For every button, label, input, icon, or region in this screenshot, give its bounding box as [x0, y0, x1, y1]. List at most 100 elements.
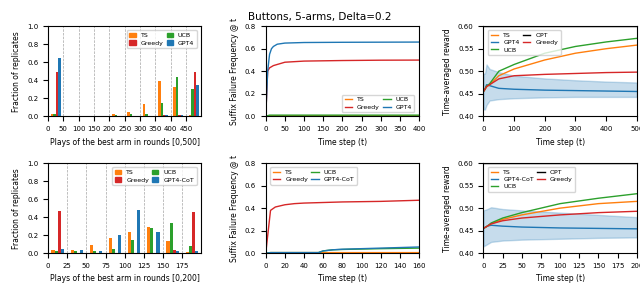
TS [262, 115, 269, 118]
Greedy [300, 59, 308, 63]
UCB [518, 211, 525, 214]
UCB [510, 63, 518, 66]
Greedy [602, 71, 610, 74]
GPT4 [602, 89, 610, 93]
Legend: TS, Greedy, UCB, GPT4: TS, Greedy, UCB, GPT4 [127, 30, 196, 48]
Bar [158, 81, 161, 116]
TS [377, 114, 385, 118]
Greedy [291, 202, 298, 205]
TS [267, 251, 275, 254]
Greedy [415, 58, 423, 62]
Greedy [479, 90, 487, 93]
GPT4CoT [483, 224, 491, 228]
GPT4 [273, 42, 281, 46]
Greedy [481, 88, 489, 91]
UCB [633, 192, 640, 196]
GPT4CoT [479, 227, 487, 230]
Bar [192, 212, 195, 253]
Bar [166, 115, 168, 116]
GPT4 [633, 90, 640, 93]
UCB [324, 249, 332, 252]
UCB [415, 246, 423, 250]
GPT4CoT [324, 249, 332, 252]
Line: UCB: UCB [483, 194, 637, 228]
TS [281, 251, 289, 254]
UCB [602, 40, 610, 44]
UCB [281, 113, 289, 117]
TS [518, 213, 525, 217]
UCB [481, 88, 489, 91]
X-axis label: Plays of the best arm in rounds [0,200]: Plays of the best arm in rounds [0,200] [50, 274, 200, 283]
UCB [572, 45, 579, 48]
UCB [267, 251, 275, 254]
Legend: TS, GPT4, UCB, OPT, Greedy: TS, GPT4, UCB, OPT, Greedy [488, 30, 561, 55]
Bar [194, 72, 196, 116]
GPT4CoT [267, 251, 275, 254]
Greedy [633, 70, 640, 74]
Greedy [264, 70, 271, 73]
GPT4 [339, 40, 346, 44]
UCB [269, 113, 277, 117]
Greedy [339, 200, 346, 204]
GPT4 [266, 53, 273, 56]
GPT4CoT [595, 227, 602, 230]
Greedy [487, 222, 495, 226]
GPT4 [277, 42, 285, 45]
Bar [90, 245, 93, 253]
Greedy [495, 77, 502, 81]
TS [269, 114, 277, 118]
UCB [277, 113, 285, 117]
GPT4CoT [262, 251, 269, 255]
Greedy [262, 115, 269, 118]
Greedy [483, 224, 491, 228]
Y-axis label: Fraction of replicates: Fraction of replicates [12, 168, 22, 249]
UCB [266, 113, 273, 117]
UCB [556, 202, 564, 205]
UCB [262, 115, 269, 118]
Bar [179, 115, 180, 116]
GPT4CoT [315, 251, 323, 254]
UCB [595, 196, 602, 200]
Bar [170, 223, 173, 253]
UCB [415, 113, 423, 117]
Greedy [269, 64, 277, 67]
GPT4 [481, 88, 489, 91]
Line: UCB: UCB [266, 248, 419, 253]
GPT4 [415, 40, 423, 44]
Line: TS: TS [483, 45, 637, 91]
TS [273, 114, 281, 118]
TS [602, 47, 610, 50]
Greedy [300, 201, 308, 205]
Bar [143, 104, 145, 116]
Greedy [518, 216, 525, 220]
GPT4 [377, 40, 385, 44]
UCB [495, 70, 502, 73]
Line: GPT4CoT: GPT4CoT [266, 247, 419, 253]
GPT4 [281, 41, 289, 45]
Y-axis label: Time-averaged reward: Time-averaged reward [444, 165, 452, 251]
GPT4CoT [415, 245, 423, 249]
Greedy [277, 62, 285, 65]
UCB [315, 251, 323, 254]
Greedy [271, 205, 279, 209]
Bar [74, 251, 77, 253]
TS [487, 222, 495, 226]
Bar [58, 211, 61, 253]
UCB [479, 90, 487, 93]
Bar [118, 235, 121, 253]
GPT4CoT [487, 223, 495, 227]
Y-axis label: Suffix Failure Frequency @ t: Suffix Failure Frequency @ t [230, 18, 239, 125]
TS [486, 83, 493, 86]
Line: Greedy: Greedy [266, 60, 419, 116]
Greedy [266, 66, 273, 70]
UCB [479, 227, 487, 230]
TS [483, 85, 490, 89]
Line: GPT4: GPT4 [266, 42, 419, 116]
Bar [93, 251, 96, 253]
Bar [150, 228, 154, 253]
GPT4CoT [329, 248, 337, 251]
Line: GPT4: GPT4 [483, 85, 637, 91]
TS [266, 114, 273, 118]
Greedy [572, 72, 579, 75]
Bar [51, 114, 53, 116]
